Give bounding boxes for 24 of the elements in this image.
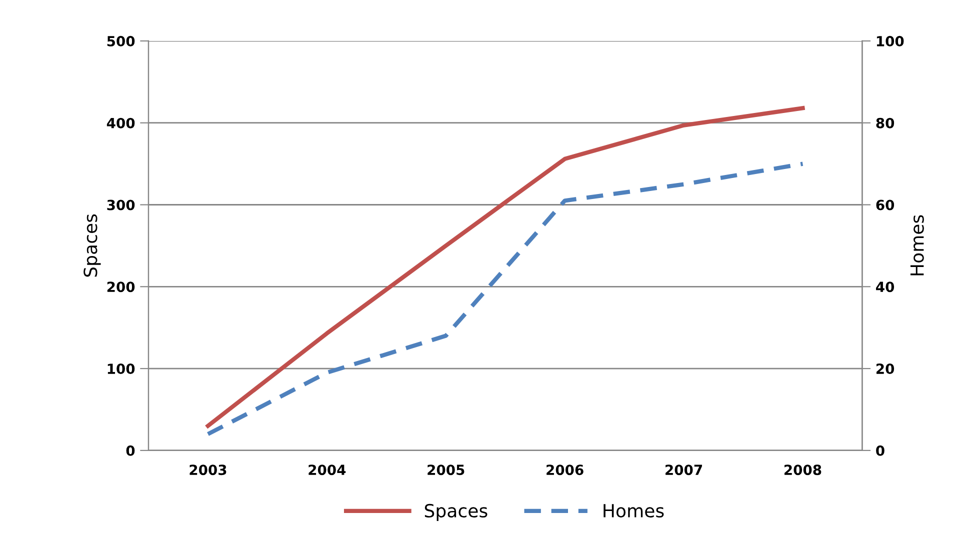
y-tick-label: 200 — [107, 282, 135, 292]
y2-tick-label: 60 — [876, 200, 894, 210]
y2-tick-label: 100 — [876, 36, 904, 46]
x-tick-label: 2005 — [428, 464, 464, 476]
legend-label: Homes — [604, 504, 664, 518]
y2-axis-title: Homes — [910, 215, 924, 276]
y-tick-label: 0 — [126, 445, 135, 456]
y-tick-label: 400 — [106, 118, 135, 128]
x-tick-label: 2008 — [784, 464, 822, 476]
y2-tick-label: 80 — [876, 118, 894, 128]
x-tick-label: 2004 — [308, 464, 346, 476]
y-tick-label: 300 — [107, 200, 135, 210]
line-series — [206, 162, 805, 436]
x-tick-label: 2006 — [546, 464, 584, 476]
line-series — [206, 106, 805, 428]
y-tick-label: 500 — [107, 36, 135, 46]
y2-tick-label: 40 — [876, 282, 894, 292]
x-tick-label: 2003 — [190, 464, 226, 476]
legend-label: Spaces — [424, 504, 488, 522]
y2-tick-label: 20 — [876, 364, 894, 374]
x-tick-label: 2007 — [666, 464, 702, 476]
y-tick-label: 100 — [108, 364, 135, 374]
y2-tick-label: 0 — [876, 445, 884, 456]
y-axis-title: Spaces — [84, 214, 101, 277]
